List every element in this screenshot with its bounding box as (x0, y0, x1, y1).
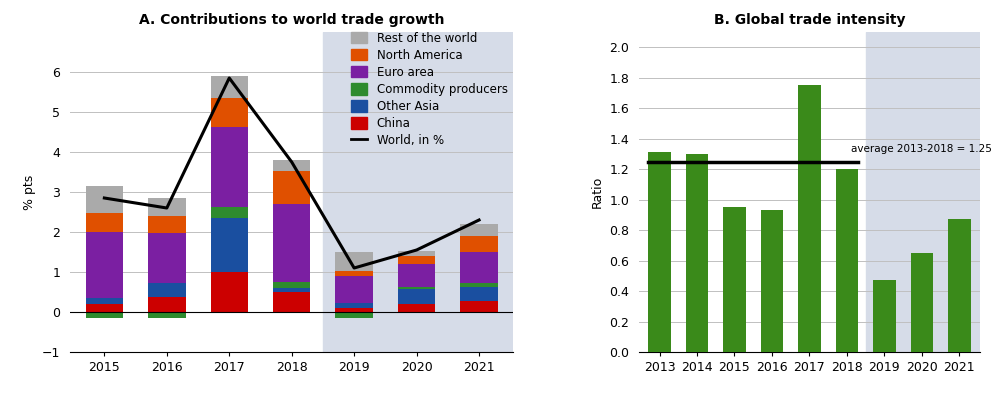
Title: A. Contributions to world trade growth: A. Contributions to world trade growth (139, 13, 444, 27)
Bar (460, 224, 498, 236)
Bar (148, 297, 186, 312)
Bar (398, 287, 435, 289)
Bar (460, 287, 498, 301)
Bar (273, 288, 310, 292)
Bar (460, 301, 498, 312)
Text: average 2013-2018 = 1.25: average 2013-2018 = 1.25 (851, 144, 992, 154)
Bar (148, 216, 186, 233)
Bar (211, 98, 248, 127)
Bar (911, 253, 933, 352)
Y-axis label: % pts: % pts (23, 174, 36, 210)
Bar (398, 264, 435, 287)
Bar (323, 32, 513, 352)
Bar (86, 213, 123, 232)
Bar (148, 283, 186, 297)
Legend: Rest of the world, North America, Euro area, Commodity producers, Other Asia, Ch: Rest of the world, North America, Euro a… (351, 32, 508, 147)
Bar (948, 220, 971, 352)
Bar (398, 304, 435, 312)
Bar (460, 283, 498, 287)
Bar (460, 236, 498, 252)
Bar (86, 232, 123, 298)
Bar (148, 312, 186, 318)
Bar (335, 252, 373, 271)
Bar (398, 251, 435, 256)
Bar (335, 276, 373, 303)
Bar (86, 304, 123, 312)
Bar (86, 298, 123, 304)
Bar (460, 252, 498, 283)
Bar (86, 312, 123, 318)
Bar (148, 233, 186, 283)
Bar (273, 160, 310, 171)
Bar (273, 282, 310, 288)
Bar (335, 308, 373, 312)
Y-axis label: Ratio: Ratio (591, 176, 604, 208)
Bar (648, 152, 671, 352)
Bar (873, 280, 896, 352)
Bar (398, 256, 435, 264)
Bar (836, 169, 858, 352)
Bar (211, 127, 248, 207)
Title: B. Global trade intensity: B. Global trade intensity (714, 13, 905, 27)
Bar (273, 204, 310, 282)
Bar (273, 171, 310, 204)
Bar (211, 218, 248, 272)
Bar (335, 271, 373, 276)
Bar (273, 292, 310, 312)
Bar (86, 186, 123, 213)
Bar (335, 312, 373, 318)
Bar (686, 154, 708, 352)
Bar (148, 198, 186, 216)
Bar (761, 210, 783, 352)
Bar (798, 85, 821, 352)
Bar (866, 32, 980, 352)
Bar (723, 207, 746, 352)
Bar (211, 207, 248, 218)
Bar (398, 289, 435, 304)
Bar (335, 303, 373, 308)
Bar (211, 76, 248, 98)
Bar (211, 272, 248, 312)
